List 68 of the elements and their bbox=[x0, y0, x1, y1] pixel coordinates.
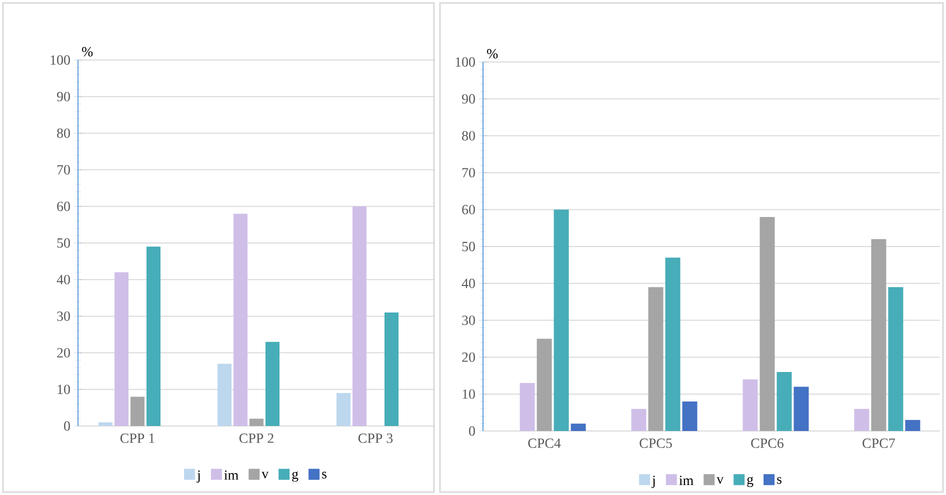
y-axis-title: % bbox=[82, 47, 93, 56]
bar bbox=[114, 272, 128, 426]
y-tick-label: 20 bbox=[462, 352, 475, 362]
bar bbox=[760, 216, 775, 431]
bar bbox=[250, 418, 264, 426]
bar bbox=[854, 408, 870, 431]
x-tick-label: CPP 3 bbox=[358, 434, 393, 443]
y-tick-label: 80 bbox=[462, 131, 475, 141]
legend-label: j bbox=[196, 470, 200, 483]
y-tick-label: 30 bbox=[57, 311, 70, 321]
bar bbox=[648, 287, 664, 431]
bar bbox=[98, 422, 112, 426]
y-tick-label: 20 bbox=[57, 348, 70, 358]
y-tick-label: 90 bbox=[462, 94, 475, 104]
y-tick-label: 70 bbox=[57, 165, 70, 175]
legend-label: g bbox=[292, 471, 298, 482]
y-tick-label: 100 bbox=[50, 55, 70, 65]
bar bbox=[570, 424, 586, 431]
bar bbox=[905, 420, 920, 431]
x-tick-label: CPP 1 bbox=[120, 434, 154, 443]
y-tick-label: 40 bbox=[462, 278, 475, 288]
y-tick-label: 70 bbox=[462, 168, 475, 178]
bar bbox=[682, 401, 698, 431]
bar bbox=[631, 408, 646, 431]
y-tick-label: 60 bbox=[57, 202, 70, 212]
legend-label: s bbox=[322, 472, 326, 478]
bar bbox=[520, 383, 535, 431]
x-tick-label: CPC5 bbox=[640, 438, 672, 448]
bar bbox=[130, 396, 144, 426]
y-tick-label: 0 bbox=[64, 421, 70, 431]
bar bbox=[665, 258, 680, 431]
y-tick-label: 50 bbox=[462, 242, 475, 252]
y-tick-label: 40 bbox=[56, 274, 70, 284]
bar bbox=[871, 239, 886, 431]
bar bbox=[352, 206, 367, 426]
bar bbox=[776, 372, 792, 431]
bar bbox=[794, 386, 809, 431]
legend-label: j bbox=[652, 476, 655, 488]
legend-label: v bbox=[716, 477, 724, 484]
y-tick-label: 0 bbox=[469, 426, 475, 436]
bar bbox=[742, 379, 758, 431]
y-tick-label: 80 bbox=[57, 128, 70, 138]
bar bbox=[554, 210, 569, 431]
bar bbox=[336, 393, 351, 426]
y-tick-label: 90 bbox=[56, 92, 70, 102]
y-tick-label: 10 bbox=[462, 389, 475, 399]
legend-label: im bbox=[224, 470, 238, 480]
legend-label: v bbox=[262, 472, 269, 478]
legend-label: s bbox=[777, 477, 782, 484]
y-axis-title: % bbox=[487, 49, 498, 58]
x-tick-label: CPC4 bbox=[528, 438, 561, 448]
bar bbox=[218, 364, 232, 426]
bar bbox=[146, 246, 160, 426]
bar bbox=[234, 214, 248, 426]
x-tick-label: CPP 2 bbox=[239, 434, 274, 443]
x-tick-label: CPC7 bbox=[862, 438, 895, 448]
bar bbox=[384, 312, 399, 426]
y-tick-label: 30 bbox=[462, 316, 475, 326]
y-tick-label: 10 bbox=[58, 384, 70, 394]
bar bbox=[266, 342, 280, 426]
x-tick-label: CPC6 bbox=[751, 438, 784, 448]
y-tick-label: 100 bbox=[456, 57, 475, 67]
y-tick-label: 60 bbox=[462, 204, 475, 214]
bar bbox=[888, 287, 904, 431]
legend-label: im bbox=[679, 476, 694, 486]
y-tick-label: 50 bbox=[57, 238, 70, 248]
legend-label: g bbox=[747, 476, 754, 487]
bar bbox=[536, 338, 552, 431]
